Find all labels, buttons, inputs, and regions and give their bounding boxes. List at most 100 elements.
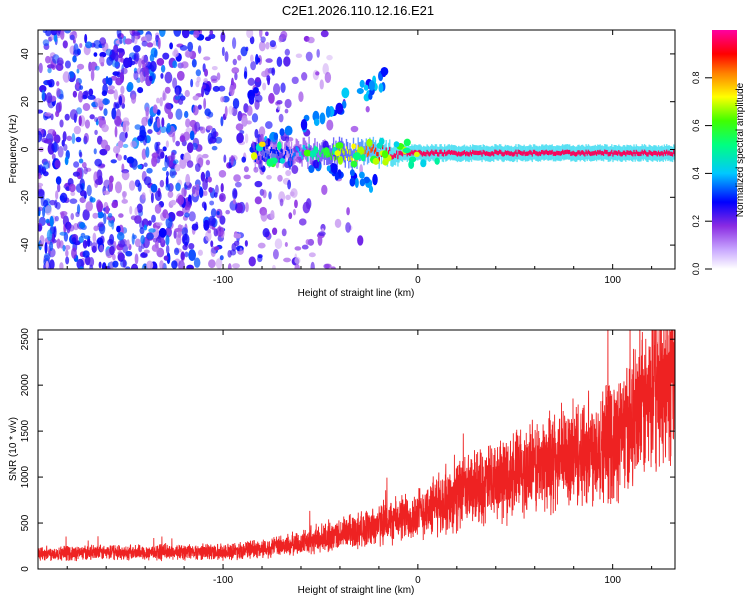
spectrogram-knot — [310, 150, 317, 158]
spectrogram-noise-blob — [38, 62, 43, 74]
spectrogram-ridge-core — [661, 150, 663, 156]
spectrogram-noise-blob — [218, 85, 226, 92]
spectrogram-ridge-core — [558, 151, 560, 156]
spectrogram-noise-blob — [294, 256, 301, 264]
spectrogram-noise-blob — [298, 218, 307, 226]
spectrogram-ridge-core — [348, 156, 350, 162]
spectrogram-noise-blob — [55, 110, 60, 118]
spectrogram-noise-blob — [204, 68, 209, 77]
spectrogram-ridge-core — [540, 150, 543, 155]
spectrogram-noise-blob — [71, 247, 77, 259]
spectrogram-noise-blob — [243, 166, 249, 173]
spectrogram-ridge-core — [276, 149, 279, 155]
spectrogram-ridge-core — [446, 151, 448, 156]
spectrogram-noise-blob — [116, 30, 122, 38]
spectrogram-noise-blob — [330, 266, 336, 269]
spectrogram-ridge-core — [387, 150, 390, 155]
spectrogram-noise-blob — [146, 167, 153, 174]
spectrogram-noise-blob — [124, 131, 128, 139]
spectrogram-noise-blob — [121, 170, 130, 181]
spectrogram-ridge-core — [452, 150, 454, 155]
spectrogram-noise-blob — [154, 141, 159, 152]
snr-ytick-label: 500 — [20, 514, 31, 531]
spectrogram-noise-blob — [208, 187, 213, 193]
spectrogram-ridge-core — [546, 150, 549, 155]
spectrogram-ridge-core — [531, 152, 534, 157]
spectrogram-noise-blob — [181, 30, 190, 39]
spectrogram-noise-blob — [324, 263, 332, 269]
colorbar: 0.0 0.2 0.4 0.6 0.8 Normalized spectral ampl… — [691, 30, 746, 275]
spectrogram-ridge-core — [382, 144, 384, 150]
spectrogram-ridge-core — [518, 149, 521, 155]
spectrogram-marks — [38, 30, 675, 269]
spectrogram-ridge-core — [295, 145, 297, 151]
spectrogram-arm-blob — [368, 80, 376, 91]
spectrogram-noise-blob — [181, 187, 187, 197]
spectrogram-noise-blob — [283, 257, 292, 263]
spectrogram-noise-blob — [193, 30, 200, 38]
spectrogram-noise-blob — [326, 54, 333, 61]
spectrogram-knot — [413, 151, 420, 158]
spectrogram-noise-blob — [65, 249, 69, 257]
spectrogram-ridge-core — [525, 151, 528, 156]
snr-xlabel: Height of straight line (km) — [298, 585, 415, 596]
colorbar-axes: 0.0 0.2 0.4 0.6 0.8 — [691, 72, 712, 275]
spectrogram-noise-blob — [40, 195, 45, 207]
spectrogram-arm-blob — [334, 173, 339, 181]
spectrogram-ridge-core — [618, 150, 620, 155]
spectrogram-knot — [403, 138, 411, 147]
spectrogram-ridge-core — [647, 152, 649, 157]
spectrogram-noise-blob — [203, 56, 211, 61]
spectrogram-ridge-core — [475, 150, 477, 155]
spectrogram-noise-blob — [185, 201, 191, 207]
spectrogram-ridge-core — [482, 149, 484, 155]
spectrogram-noise-blob — [89, 114, 95, 120]
spectrogram-noise-blob — [99, 148, 108, 156]
spectrogram-noise-blob — [130, 215, 138, 221]
spectrogram-ridge-core — [398, 150, 400, 156]
spectrogram-arm-blob — [354, 177, 359, 189]
spectrogram-noise-blob — [146, 42, 154, 48]
spectrogram-noise-blob — [165, 216, 173, 229]
spectrogram-ridge-core — [428, 152, 431, 157]
spectrogram-noise-blob — [56, 238, 61, 249]
spectrogram-ridge-core — [275, 147, 278, 152]
spectrogram-noise-blob — [84, 33, 88, 44]
spectrogram-ridge-core — [639, 151, 641, 157]
spectrogram-noise-blob — [116, 48, 125, 53]
spectrogram-ridge-core — [479, 150, 481, 155]
spectrogram-ridge-core — [286, 145, 288, 151]
spectrogram-noise-blob — [101, 262, 107, 269]
spectrogram-noise-blob — [50, 113, 54, 121]
spectrogram-xtick-label: 0 — [415, 275, 421, 286]
spectrogram-noise-blob — [79, 197, 86, 204]
spectrogram-ridge-core — [626, 150, 628, 155]
spectrogram-noise-blob — [44, 112, 52, 117]
spectrogram-noise-blob — [101, 124, 109, 133]
spectrogram-arm-blob — [356, 87, 364, 95]
spectrogram-noise-blob — [186, 142, 194, 154]
spectrogram-ridge-core — [653, 150, 655, 155]
colorbar-tick-label: 0.6 — [691, 119, 701, 132]
spectrogram-noise-blob — [131, 93, 137, 104]
spectrogram-noise-blob — [205, 230, 212, 242]
spectrogram-ridge-core — [376, 151, 378, 157]
spectrogram-ridge-core — [350, 155, 352, 161]
spectrogram-ridge-core — [424, 151, 426, 157]
spectrogram-noise-blob — [224, 51, 229, 62]
spectrogram-ridge-core — [421, 152, 424, 157]
spectrogram-ridge-core — [544, 150, 546, 155]
spectrogram-noise-blob — [112, 145, 121, 154]
spectrogram-arm-blob — [359, 178, 366, 187]
spectrogram-ridge-core — [514, 151, 516, 156]
spectrogram-ridge-core — [663, 149, 666, 155]
spectrogram-ridge-core — [530, 150, 532, 156]
spectrogram-noise-blob — [119, 36, 123, 44]
spectrogram-ridge-core — [343, 150, 345, 156]
spectrogram-noise-blob — [196, 76, 201, 83]
spectrogram-ridge-core — [621, 151, 624, 157]
spectrogram-noise-blob — [213, 246, 220, 251]
spectrogram-ridge-core — [474, 150, 476, 155]
spectrogram-ridge-core — [266, 144, 268, 150]
spectrogram-noise-blob — [182, 233, 190, 246]
